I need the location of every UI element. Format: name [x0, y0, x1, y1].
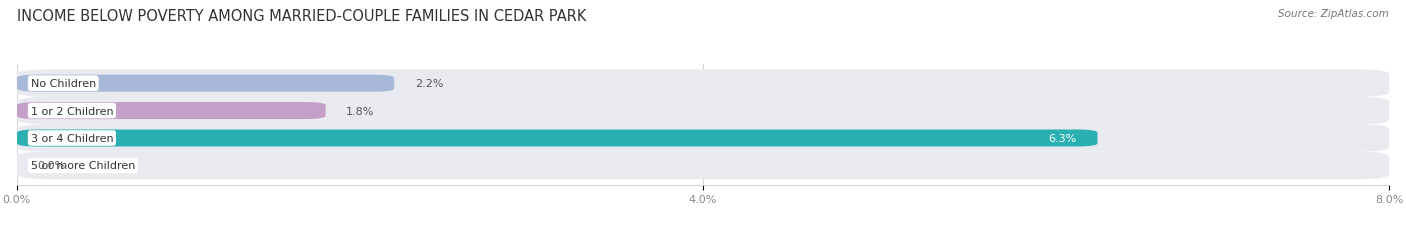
Text: 5 or more Children: 5 or more Children [31, 161, 135, 171]
Text: 3 or 4 Children: 3 or 4 Children [31, 134, 114, 143]
Text: 6.3%: 6.3% [1049, 134, 1077, 143]
FancyBboxPatch shape [17, 152, 1389, 179]
FancyBboxPatch shape [17, 97, 1389, 125]
FancyBboxPatch shape [17, 130, 1098, 147]
FancyBboxPatch shape [17, 125, 1389, 152]
FancyBboxPatch shape [17, 103, 326, 120]
Text: 0.0%: 0.0% [38, 161, 66, 171]
Text: 2.2%: 2.2% [415, 79, 443, 89]
Text: Source: ZipAtlas.com: Source: ZipAtlas.com [1278, 9, 1389, 19]
Text: 1 or 2 Children: 1 or 2 Children [31, 106, 114, 116]
Text: 1.8%: 1.8% [346, 106, 374, 116]
FancyBboxPatch shape [17, 75, 394, 92]
FancyBboxPatch shape [17, 70, 1389, 97]
Text: INCOME BELOW POVERTY AMONG MARRIED-COUPLE FAMILIES IN CEDAR PARK: INCOME BELOW POVERTY AMONG MARRIED-COUPL… [17, 9, 586, 24]
Text: No Children: No Children [31, 79, 96, 89]
